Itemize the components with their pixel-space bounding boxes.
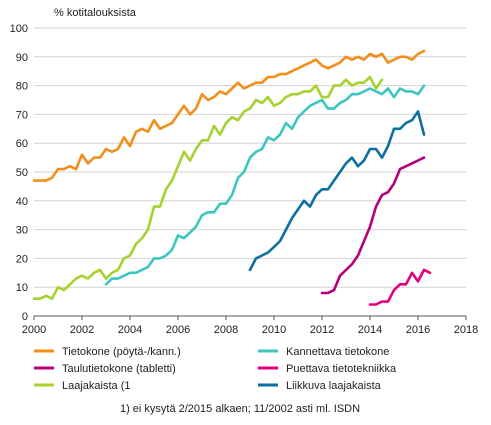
y-tick-label: 90 [16,52,28,64]
y-tick-label: 0 [22,311,28,323]
x-tick-label: 2010 [262,324,286,336]
series-line [32,75,384,301]
legend-label: Kannettava tietokone [286,346,389,358]
y-tick-label: 80 [16,81,28,93]
y-tick-label: 40 [16,196,28,208]
x-tick-label: 2008 [214,324,238,336]
x-tick-label: 2014 [358,324,382,336]
y-tick-label: 20 [16,253,28,265]
series-line [248,110,426,272]
legend-label: Liikkuva laajakaista [286,380,382,392]
x-tick-label: 2012 [310,324,334,336]
series-line [368,268,432,306]
series-line [104,84,426,286]
y-tick-label: 100 [10,23,28,35]
series-lines [32,49,432,306]
y-axis-title: % kotitalouksista [54,7,137,19]
y-tick-label: 50 [16,167,28,179]
footnote: 1) ei kysytä 2/2015 alkaen; 11/2002 asti… [120,403,360,415]
y-tick-label: 70 [16,109,28,121]
series-line [32,49,426,182]
legend-label: Laajakaista (1 [62,380,131,392]
x-tick-label: 2018 [454,324,478,336]
gridlines [34,27,466,288]
x-tick-label: 2000 [22,324,46,336]
legend-label: Tietokone (pöytä-/kann.) [62,346,181,358]
y-tick-label: 10 [16,282,28,294]
x-tick-label: 2006 [166,324,190,336]
axes: 0 10 20 30 40 50 60 70 80 90 100 2000 2002 2004 2006 20… [10,23,479,336]
series-line [320,156,426,295]
y-tick-label: 30 [16,225,28,237]
legend: Tietokone (pöytä-/kann.) Kannettava tieto… [34,346,397,392]
legend-label: Puettava tietotekniikka [286,363,397,375]
x-tick-label: 2002 [70,324,94,336]
x-tick-label: 2004 [118,324,142,336]
legend-label: Taulutietokone (tabletti) [62,363,176,375]
y-tick-label: 60 [16,138,28,150]
x-tick-label: 2016 [406,324,430,336]
